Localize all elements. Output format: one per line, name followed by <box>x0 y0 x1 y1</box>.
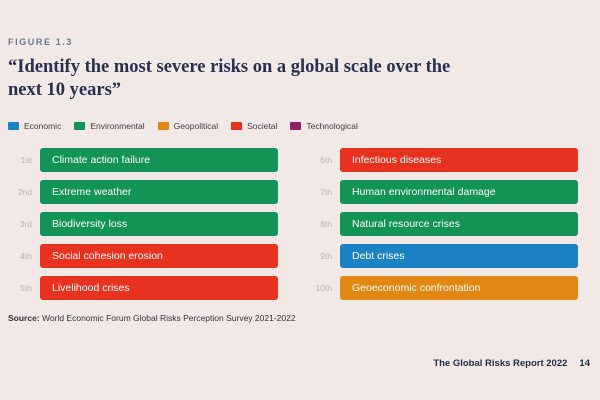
figure-label: FIGURE 1.3 <box>8 37 74 47</box>
rank-label: 10th <box>315 283 332 293</box>
societal-swatch-icon <box>231 122 243 130</box>
risk-bar-label: Extreme weather <box>52 186 132 198</box>
legend-item-societal: Societal <box>231 121 277 131</box>
ranking-column-1-5: 1st Climate action failure 2nd Extreme w… <box>0 148 278 308</box>
legend-label: Geopolitical <box>173 121 219 131</box>
source-text: World Economic Forum Global Risks Percep… <box>39 313 296 323</box>
risk-bar: Infectious diseases <box>340 148 578 172</box>
rank-label: 2nd <box>17 187 32 197</box>
risk-bar-label: Infectious diseases <box>352 154 442 166</box>
geopolitical-swatch-icon <box>157 122 169 130</box>
legend-item-geopolitical: Geopolitical <box>157 121 219 131</box>
rank-label: 1st <box>20 155 32 165</box>
ranking-row: 5th Livelihood crises <box>0 276 278 300</box>
source-prefix: Source: <box>8 313 40 323</box>
risk-bar: Human environmental damage <box>340 180 578 204</box>
rank-label: 4th <box>20 251 32 261</box>
risk-bar: Social cohesion erosion <box>40 244 278 268</box>
rank-label: 3rd <box>19 219 32 229</box>
category-legend: Economic Environmental Geopolitical Soci… <box>8 121 358 131</box>
source-attribution: Source: World Economic Forum Global Risk… <box>8 313 296 323</box>
rank-label: 7th <box>320 187 332 197</box>
ranking-row: 8th Natural resource crises <box>300 212 578 236</box>
ranking-row: 10th Geoeconomic confrontation <box>300 276 578 300</box>
report-title: The Global Risks Report 2022 <box>433 358 568 369</box>
legend-item-environmental: Environmental <box>74 121 145 131</box>
figure-title: “Identify the most severe risks on a glo… <box>8 57 451 100</box>
rank-label: 6th <box>320 155 332 165</box>
ranking-column-6-10: 6th Infectious diseases 7th Human enviro… <box>300 148 578 308</box>
rank-label: 8th <box>320 219 332 229</box>
legend-item-economic: Economic <box>8 121 61 131</box>
legend-label: Economic <box>24 121 62 131</box>
legend-label: Technological <box>306 121 358 131</box>
risk-bar-label: Geoeconomic confrontation <box>352 282 481 294</box>
ranking-row: 2nd Extreme weather <box>0 180 278 204</box>
risk-bar-label: Natural resource crises <box>352 218 460 230</box>
risk-bar-label: Livelihood crises <box>52 282 130 294</box>
risk-bar: Climate action failure <box>40 148 278 172</box>
technological-swatch-icon <box>290 122 302 130</box>
ranking-row: 1st Climate action failure <box>0 148 278 172</box>
risk-bar: Extreme weather <box>40 180 278 204</box>
economic-swatch-icon <box>8 122 19 130</box>
legend-label: Societal <box>247 121 278 131</box>
environmental-swatch-icon <box>74 122 86 130</box>
risk-bar-label: Human environmental damage <box>352 186 496 198</box>
rank-label: 9th <box>320 251 332 261</box>
risk-bar: Natural resource crises <box>340 212 578 236</box>
ranking-row: 7th Human environmental damage <box>300 180 578 204</box>
legend-item-technological: Technological <box>290 121 358 131</box>
risk-bar: Livelihood crises <box>40 276 278 300</box>
risk-bar: Debt crises <box>340 244 578 268</box>
risk-bar-label: Biodiversity loss <box>52 218 128 230</box>
ranking-row: 9th Debt crises <box>300 244 578 268</box>
ranking-row: 4th Social cohesion erosion <box>0 244 278 268</box>
risk-bar: Biodiversity loss <box>40 212 278 236</box>
risk-ranking-chart: 1st Climate action failure 2nd Extreme w… <box>0 148 600 308</box>
ranking-row: 3rd Biodiversity loss <box>0 212 278 236</box>
risk-bar-label: Climate action failure <box>52 154 151 166</box>
page-footer: The Global Risks Report 2022 14 <box>433 358 590 369</box>
risk-bar-label: Debt crises <box>352 250 405 262</box>
rank-label: 5th <box>20 283 32 293</box>
page-number: 14 <box>579 358 590 369</box>
legend-label: Environmental <box>90 121 145 131</box>
risk-bar: Geoeconomic confrontation <box>340 276 578 300</box>
risk-bar-label: Social cohesion erosion <box>52 250 163 262</box>
ranking-row: 6th Infectious diseases <box>300 148 578 172</box>
